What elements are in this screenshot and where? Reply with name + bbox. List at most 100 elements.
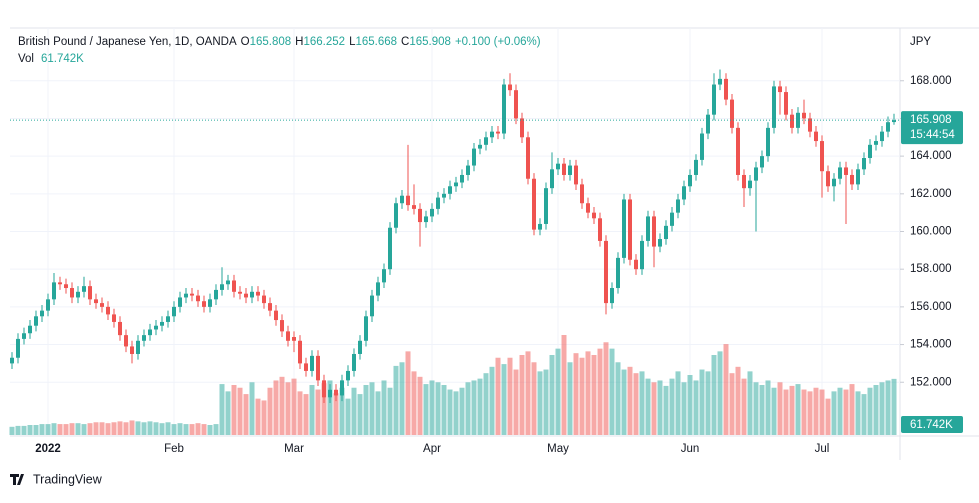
candle-body <box>94 299 98 304</box>
candle-body <box>796 112 800 128</box>
candle-body <box>190 293 194 296</box>
candle-body <box>586 203 590 213</box>
candle-body <box>790 114 794 128</box>
candle-body <box>40 310 44 317</box>
candle-body <box>430 208 434 217</box>
volume-bar <box>627 366 633 435</box>
volume-bar <box>567 362 573 435</box>
y-tick-label: 164.000 <box>910 150 952 162</box>
volume-bar <box>279 376 285 435</box>
candle-body <box>16 338 20 358</box>
legend: British Pound / Japanese Yen, 1D, OANDA … <box>18 36 541 65</box>
candle-body <box>400 195 404 204</box>
volume-bar <box>189 424 195 435</box>
volume-bar <box>423 384 429 435</box>
candle-body <box>712 84 716 115</box>
candle-body <box>22 333 26 339</box>
ohlc-value: 165.668 <box>355 36 397 48</box>
y-tick-label: 152.000 <box>910 376 952 388</box>
candle-body <box>664 225 668 240</box>
volume-bar <box>213 424 219 435</box>
candle-body <box>604 240 608 304</box>
candle-body <box>646 216 650 241</box>
candle-body <box>394 203 398 228</box>
volume-bar <box>333 393 339 435</box>
volume-bar <box>465 382 471 435</box>
candle-body <box>232 280 236 292</box>
volume-axis-label: 61.742K <box>910 419 953 431</box>
candle-body <box>718 78 722 85</box>
candle-body <box>322 380 326 398</box>
volume-bar <box>879 382 885 435</box>
candle-body <box>742 174 746 189</box>
volume-bar <box>735 366 741 435</box>
volume-bar <box>657 380 663 435</box>
candle-body <box>424 216 428 223</box>
volume-bar <box>669 378 675 435</box>
volume-bar <box>417 376 423 435</box>
volume-bar <box>639 371 645 435</box>
volume-bar <box>813 387 819 435</box>
volume-bar <box>711 355 717 435</box>
candle-body <box>562 163 566 175</box>
candle-body <box>166 316 170 322</box>
volume-bar <box>549 355 555 435</box>
volume-bar <box>783 389 789 435</box>
candle-body <box>778 86 782 93</box>
candle-body <box>610 288 614 304</box>
candle-body <box>154 325 158 330</box>
candle-body <box>382 269 386 283</box>
candle-body <box>268 303 272 311</box>
volume-bar <box>807 391 813 435</box>
volume-name: Vol <box>18 53 34 65</box>
candle-body <box>316 355 320 381</box>
volume-bar <box>171 424 177 435</box>
candle-body <box>148 329 152 336</box>
candle-body <box>178 297 182 307</box>
candle-body <box>694 159 698 175</box>
volume-bar <box>405 351 411 435</box>
x-tick-label: Apr <box>423 443 441 455</box>
volume-bar <box>33 425 39 435</box>
y-tick-label: 156.000 <box>910 301 952 313</box>
candle-body <box>580 184 584 204</box>
volume-bar <box>141 422 147 435</box>
volume-bar <box>489 366 495 435</box>
volume-bar <box>243 394 249 435</box>
volume-bar <box>375 391 381 435</box>
change: +0.100 (+0.06%) <box>455 36 541 48</box>
candle-body <box>196 295 200 302</box>
volume-bar <box>891 378 897 435</box>
candle-body <box>238 291 242 294</box>
volume-box <box>901 416 963 433</box>
volume-bar <box>123 422 129 435</box>
volume-bar <box>363 385 369 435</box>
volume-bar <box>147 421 153 435</box>
candle-body <box>826 171 830 187</box>
candle-body <box>244 293 248 298</box>
volume-bar <box>573 353 579 435</box>
volume-bar <box>87 423 93 435</box>
volume-bar <box>195 423 201 435</box>
candle-body <box>358 340 362 354</box>
volume-bar <box>459 387 465 435</box>
x-tick-label: 2022 <box>35 443 61 455</box>
ohlc-value: 165.908 <box>409 36 451 48</box>
candle-body <box>28 325 32 334</box>
volume-bar <box>867 387 873 435</box>
candle-body <box>508 84 512 91</box>
volume-bar <box>789 385 795 435</box>
candle-body <box>670 212 674 226</box>
volume-bar <box>819 389 825 435</box>
volume-bar <box>291 378 297 435</box>
candle-body <box>832 178 836 187</box>
volume-bar <box>303 394 309 435</box>
volume-bar <box>153 422 159 435</box>
volume-bar <box>675 371 681 435</box>
candle-body <box>844 167 848 175</box>
volume-bar <box>135 421 141 435</box>
volume-bar <box>705 371 711 435</box>
volume-bar <box>237 387 243 435</box>
candle-body <box>484 137 488 145</box>
